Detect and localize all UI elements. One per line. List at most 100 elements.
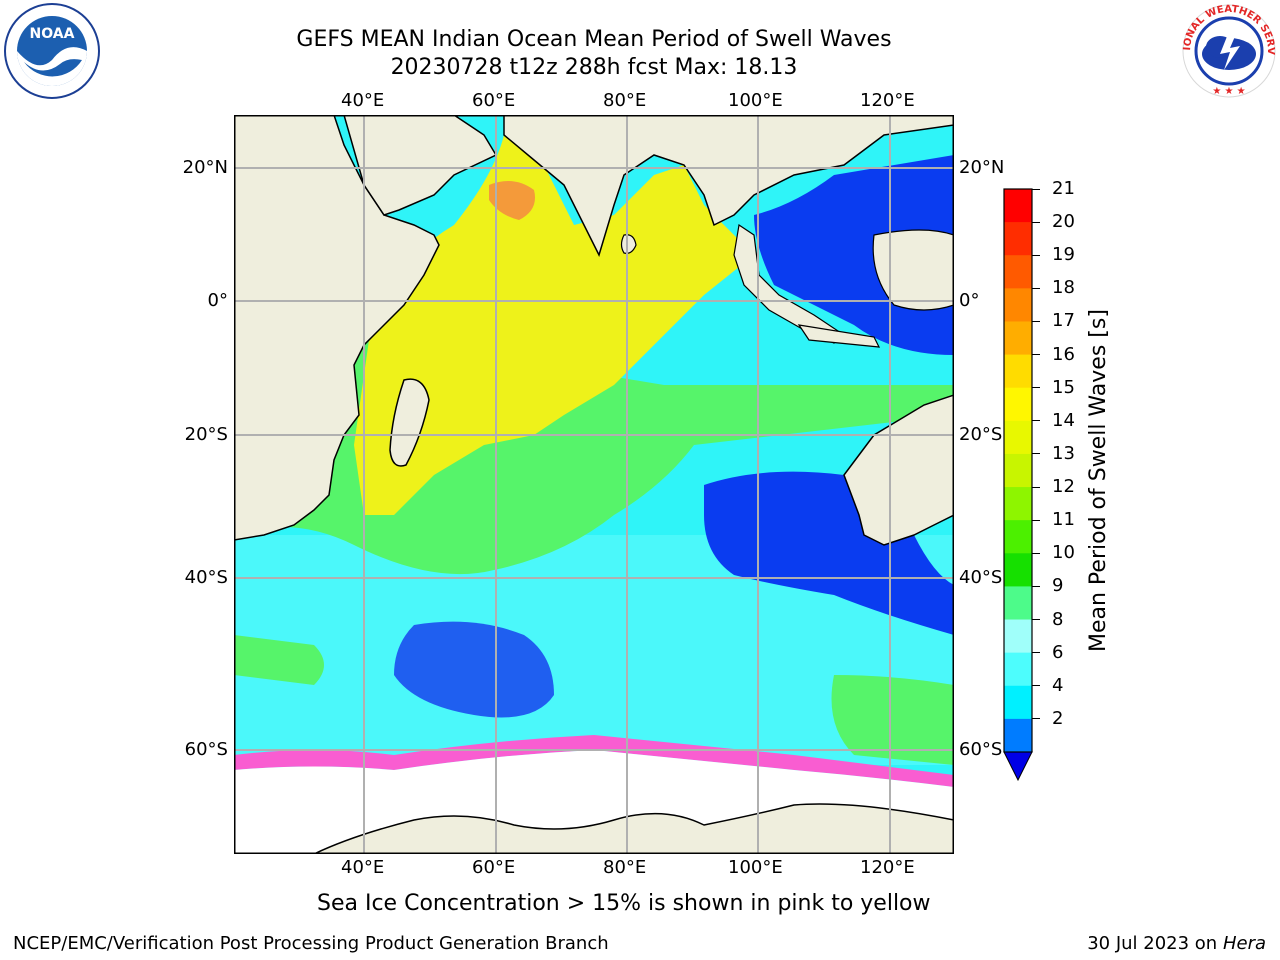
colorbar-tick-mark (1032, 619, 1040, 621)
colorbar-tick-label: 15 (1052, 376, 1075, 398)
footer-date: 30 Jul 2023 on Hera (1087, 933, 1266, 954)
lon-label-bottom-60e: 60°E (472, 857, 516, 878)
colorbar-bin (1004, 553, 1032, 587)
colorbar-bin (1004, 487, 1032, 521)
colorbar-tick-label: 18 (1052, 277, 1075, 299)
colorbar-tick-mark (1032, 354, 1040, 356)
lon-label-top-100e: 100°E (728, 90, 783, 111)
ocean-light-band (234, 535, 954, 765)
map-title: GEFS MEAN Indian Ocean Mean Period of Sw… (296, 27, 892, 52)
land-madagascar (389, 378, 430, 467)
map-subtitle: 20230728 t12z 288h fcst Max: 18.13 (390, 55, 798, 80)
lat-label-right-20n: 20°N (959, 157, 1005, 178)
lat-label-left-20s: 20°S (184, 424, 228, 445)
svg-text:★ ★ ★: ★ ★ ★ (1212, 86, 1245, 97)
sea-ice-edge (234, 735, 954, 787)
colorbar-tick-mark (1032, 718, 1040, 720)
footer-branch: NCEP/EMC/Verification Post Processing Pr… (13, 933, 609, 954)
land-india-asia (503, 115, 954, 258)
lat-label-left-40s: 40°S (184, 567, 228, 588)
noaa-logo-text: NOAA (30, 26, 75, 42)
colorbar-tick-label: 10 (1052, 542, 1075, 564)
colorbar-tick-mark (1032, 685, 1040, 687)
colorbar-bin (1004, 453, 1032, 488)
colorbar-tick-mark (1032, 387, 1040, 389)
colorbar-tick-label: 11 (1052, 509, 1075, 531)
colorbar-bin (1004, 222, 1032, 256)
colorbar-tick-label: 21 (1052, 178, 1075, 199)
lat-label-right-40s: 40°S (959, 567, 1003, 588)
colorbar-tick-label: 8 (1052, 608, 1064, 630)
colorbar-bin (1004, 520, 1032, 554)
lat-label-right-20s: 20°S (959, 424, 1003, 445)
lat-label-left-0: 0° (207, 290, 228, 311)
colorbar-tick-label: 17 (1052, 310, 1075, 332)
colorbar-tick-mark (1032, 188, 1040, 190)
colorbar-tick-label: 6 (1052, 641, 1064, 663)
colorbar-tick-label: 19 (1052, 244, 1075, 266)
land-arabia (343, 115, 498, 216)
colorbar-bin (1004, 652, 1032, 687)
colorbar-tick-mark (1032, 486, 1040, 488)
land-java (797, 324, 881, 348)
land-australia (843, 394, 954, 546)
footer-date-text: 30 Jul 2023 on (1087, 933, 1223, 954)
lon-label-top-80e: 80°E (603, 90, 647, 111)
orange-patch (489, 181, 535, 220)
lon-label-top-60e: 60°E (472, 90, 516, 111)
colorbar-bin (1004, 619, 1032, 654)
yellow-zone (354, 135, 754, 515)
colorbar-tick-mark (1032, 320, 1040, 322)
green-patch-se (831, 675, 954, 765)
colorbar-frame (1003, 188, 1033, 753)
colorbar-bin (1004, 586, 1032, 621)
map-frame (234, 115, 954, 854)
colorbar-tick-label: 13 (1052, 442, 1075, 464)
land-sri-lanka (620, 234, 637, 254)
colorbar-tick-mark (1032, 552, 1040, 554)
green-patch-sw (234, 635, 324, 685)
colorbar-tick-label: 4 (1052, 674, 1064, 696)
colorbar-extend-triangle (1003, 751, 1033, 782)
noaa-logo: NOAA (4, 3, 100, 99)
colorbar-label: Mean Period of Swell Waves [s] (1086, 309, 1111, 652)
colorbar-tick-label: 12 (1052, 476, 1075, 498)
colorbar-tick-mark (1032, 287, 1040, 289)
colorbar (1003, 188, 1033, 782)
lon-label-top-120e: 120°E (860, 90, 915, 111)
lat-label-right-0: 0° (959, 290, 980, 311)
colorbar-bin (1004, 189, 1032, 223)
colorbar-tick-mark (1032, 519, 1040, 521)
colorbar-bin (1004, 685, 1032, 720)
lon-label-bottom-40e: 40°E (341, 857, 385, 878)
colorbar-tick-mark (1032, 453, 1040, 455)
colorbar-tick-label: 9 (1052, 575, 1064, 597)
colorbar-tick-mark (1032, 652, 1040, 654)
sea-ice-caption: Sea Ice Concentration > 15% is shown in … (317, 891, 931, 916)
colorbar-tick-label: 16 (1052, 343, 1075, 365)
colorbar-bin (1004, 387, 1032, 422)
colorbar-tick-label: 20 (1052, 211, 1075, 233)
map-panel (234, 115, 954, 854)
lat-label-left-60s: 60°S (184, 739, 228, 760)
blue-zone-west-australia (704, 471, 954, 635)
colorbar-bin (1004, 420, 1032, 455)
colorbar-tick-label: 2 (1052, 707, 1064, 729)
lon-label-bottom-120e: 120°E (860, 857, 915, 878)
nws-logo: NATIONAL WEATHER SERVICE ★ ★ ★ (1180, 2, 1276, 98)
lon-label-top-40e: 40°E (341, 90, 385, 111)
lon-label-bottom-80e: 80°E (603, 857, 647, 878)
lon-label-bottom-100e: 100°E (728, 857, 783, 878)
blue-zone-south (394, 621, 554, 718)
land-borneo (872, 229, 954, 311)
colorbar-bin (1004, 288, 1032, 322)
colorbar-bins (1004, 189, 1032, 753)
lat-label-right-60s: 60°S (959, 739, 1003, 760)
colorbar-bin (1004, 255, 1032, 289)
colorbar-tick-label: 14 (1052, 409, 1075, 431)
colorbar-tick-mark (1032, 221, 1040, 223)
lat-label-left-20n: 20°N (182, 157, 228, 178)
land-antarctica (313, 803, 954, 854)
colorbar-bin (1004, 354, 1032, 389)
colorbar-tick-mark (1032, 420, 1040, 422)
